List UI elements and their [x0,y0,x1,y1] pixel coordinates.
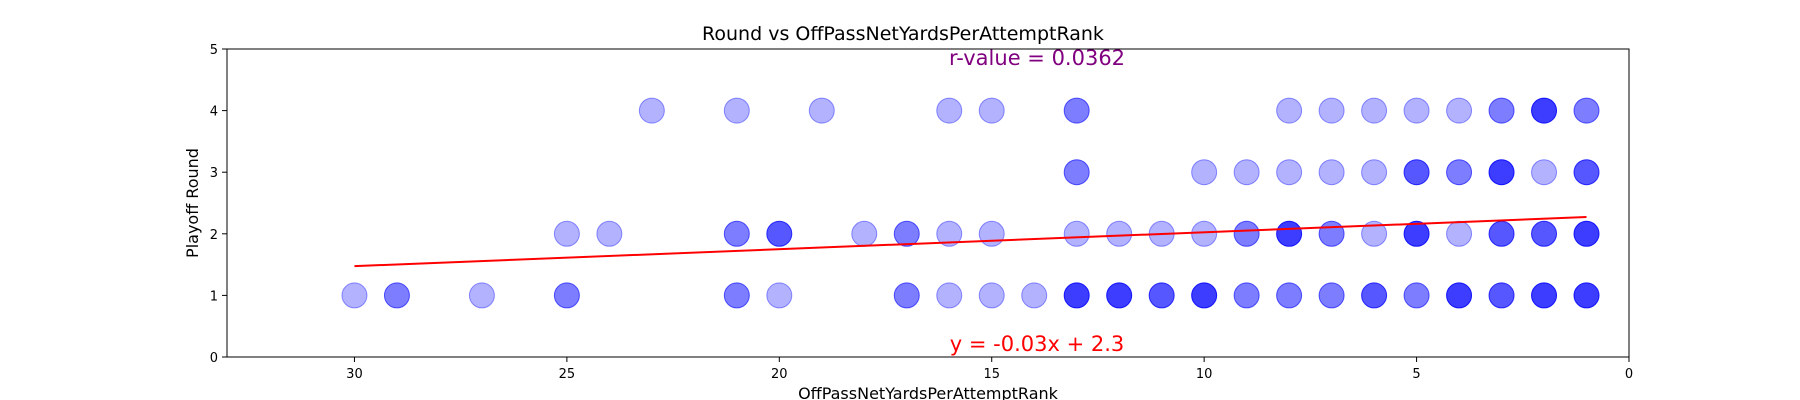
x-tick-label: 30 [346,367,363,382]
data-point [1191,282,1218,309]
equation-annotation: y = -0.03x + 2.3 [950,332,1124,356]
data-point [1361,159,1388,186]
data-point [383,282,410,309]
data-point [1361,220,1388,247]
data-point [1106,220,1133,247]
x-axis-ticks: 30 25 20 15 10 5 0 [346,357,1633,382]
data-point [1446,159,1473,186]
data-point [1531,282,1558,309]
x-tick-label: 25 [559,367,576,382]
data-point [893,220,920,247]
data-point [553,220,580,247]
regression-line [354,216,1587,268]
y-tick-label: 2 [210,228,218,243]
y-tick-label: 1 [210,289,218,304]
data-point [468,282,495,309]
y-tick-label: 0 [210,351,218,366]
data-point [1148,282,1175,309]
data-point [341,282,368,309]
data-point [1403,282,1430,309]
data-point [1446,220,1473,247]
data-point [1063,159,1090,186]
data-point [1488,282,1515,309]
data-point [1361,282,1388,309]
data-point [1233,282,1260,309]
x-tick-label: 10 [1196,367,1213,382]
data-point [1063,97,1090,124]
data-point [723,220,750,247]
data-point [893,282,920,309]
data-point [1276,159,1303,186]
data-point [1318,97,1345,124]
data-point [1191,220,1218,247]
data-point [1403,159,1430,186]
data-point [638,97,665,124]
data-point [1276,220,1303,247]
data-point [1446,282,1473,309]
data-point [936,282,963,309]
data-point [1276,97,1303,124]
data-point [1446,97,1473,124]
data-point [1531,159,1558,186]
data-point [1573,159,1600,186]
data-point [1488,220,1515,247]
data-point [1531,97,1558,124]
data-point [978,282,1005,309]
data-point [1106,282,1133,309]
data-point [1063,220,1090,247]
x-tick-label: 0 [1625,367,1633,382]
data-point [1021,282,1048,309]
data-point [1191,159,1218,186]
y-axis-ticks: 0 1 2 3 4 5 [210,43,227,366]
data-point [723,282,750,309]
r-value-annotation: r-value = 0.0362 [949,46,1125,70]
data-point [553,282,580,309]
data-point [1361,97,1388,124]
chart-title: Round vs OffPassNetYardsPerAttemptRank [702,23,1104,45]
data-point [1573,220,1600,247]
data-point [1573,282,1600,309]
data-point [936,220,963,247]
y-tick-label: 3 [210,166,218,181]
x-axis-label: OffPassNetYardsPerAttemptRank [798,384,1059,400]
data-point [723,97,750,124]
data-point [808,97,835,124]
data-point [1573,97,1600,124]
data-point [1233,159,1260,186]
y-tick-label: 5 [210,43,218,58]
data-point [936,97,963,124]
data-point [766,220,793,247]
x-tick-label: 15 [983,367,1000,382]
x-tick-label: 5 [1412,367,1420,382]
data-point [596,220,623,247]
data-point [978,97,1005,124]
data-point [1276,282,1303,309]
data-point [978,220,1005,247]
data-point [1318,220,1345,247]
y-axis-label: Playoff Round [183,148,202,258]
data-point [1488,159,1515,186]
x-tick-label: 20 [771,367,788,382]
data-point [1403,220,1430,247]
data-point [766,282,793,309]
data-point [1488,97,1515,124]
data-point [1403,97,1430,124]
fit-line-layer [354,216,1587,268]
data-point [851,220,878,247]
plot-frame [226,48,1630,358]
data-point [1063,282,1090,309]
data-point [1318,159,1345,186]
data-point [1233,220,1260,247]
data-point [1531,220,1558,247]
data-point [1318,282,1345,309]
data-points [341,97,1600,309]
y-tick-label: 4 [210,105,218,120]
